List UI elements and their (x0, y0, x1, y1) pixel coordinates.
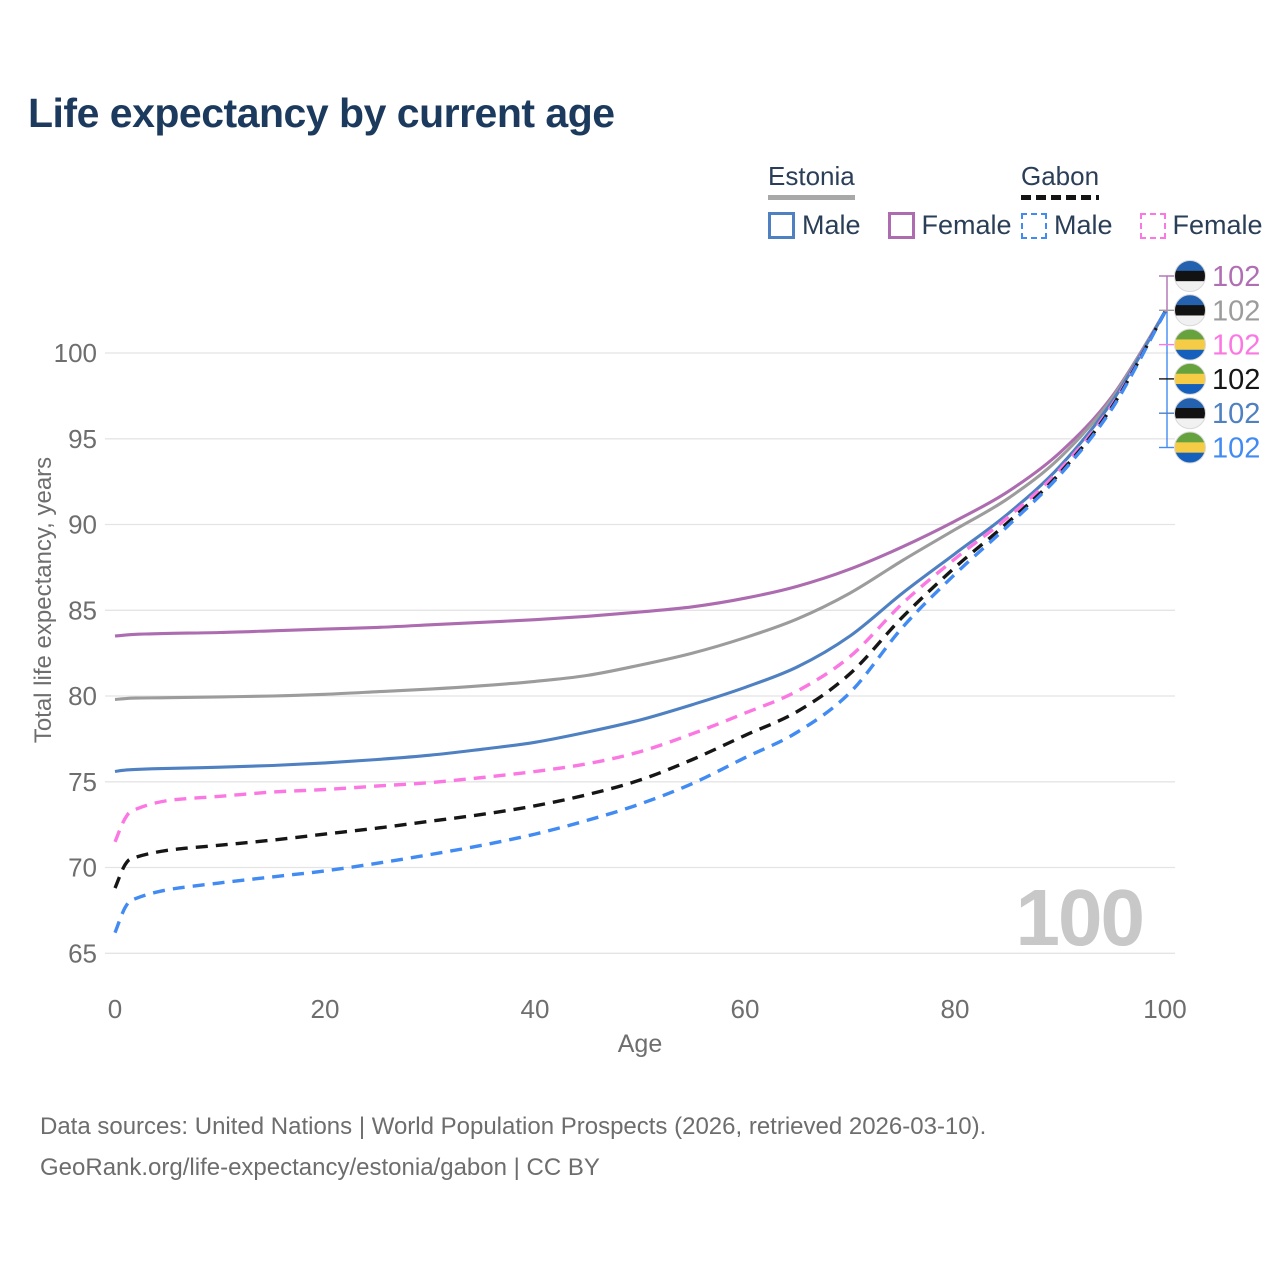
series-line-gabon-both-sexes (113, 310, 1167, 889)
legend-heading-gabon: Gabon (1021, 161, 1100, 200)
series-line-estonia-both-sexes (114, 310, 1167, 701)
y-axis-title: Total life expectancy, years (30, 456, 57, 744)
end-label-leaders (1159, 275, 1174, 449)
x-tick-label: 60 (731, 994, 760, 1024)
series-lines (113, 310, 1167, 934)
axis-tick-labels: 65 70 75 80 85 90 95 100 0 20 40 60 80 100 (54, 338, 1187, 1024)
y-tick-label: 95 (68, 424, 97, 454)
legend-item-estonia-female[interactable]: Female (887, 210, 1012, 241)
end-value-label: 102 (1212, 398, 1260, 430)
y-tick-label: 75 (68, 767, 97, 797)
legend-heading-estonia: Estonia (768, 161, 855, 200)
gabon-flag-icon (1174, 329, 1206, 361)
series-line-gabon-female (113, 310, 1167, 843)
leader-line-top (1165, 276, 1168, 313)
legend-underline-gabon-dashed (1021, 195, 1100, 200)
gridlines (105, 352, 1175, 954)
series-line-gabon-male (113, 310, 1167, 934)
y-tick-label: 70 (68, 853, 97, 883)
estonia-flag-icon (1174, 294, 1206, 326)
footer-attribution: GeoRank.org/life-expectancy/estonia/gabo… (40, 1154, 600, 1181)
legend-item-gabon-male[interactable]: Male (1021, 210, 1113, 241)
end-value-label: 102 (1212, 433, 1260, 465)
x-axis-title: Age (617, 1030, 663, 1058)
footer: Data sources: United Nations | World Pop… (40, 1106, 986, 1188)
estonia-flag-icon (1174, 260, 1206, 292)
x-tick-label: 100 (1143, 994, 1186, 1024)
series-line-estonia-female (114, 310, 1167, 638)
legend-label-gabon-male: Male (1054, 210, 1113, 240)
series-line-estonia-male (114, 311, 1167, 774)
age-counter-watermark: 100 (1015, 873, 1145, 962)
gabon-male-swatch-icon (1021, 212, 1047, 239)
x-tick-label: 0 (108, 994, 122, 1024)
y-tick-label: 65 (68, 938, 97, 968)
legend-title-estonia: Estonia (768, 161, 855, 191)
legend-label-estonia-female: Female (921, 210, 1012, 240)
x-tick-label: 40 (521, 994, 550, 1024)
gabon-flag-icon (1174, 363, 1206, 395)
gabon-female-swatch-icon (1139, 212, 1166, 239)
legend-label-gabon-female: Female (1172, 210, 1263, 240)
y-tick-label: 100 (54, 338, 97, 368)
estonia-female-swatch-icon (887, 212, 915, 239)
estonia-male-swatch-icon (768, 212, 795, 239)
x-tick-label: 80 (941, 994, 970, 1024)
legend-underline-estonia-solid (768, 195, 855, 200)
end-value-label: 102 (1212, 364, 1260, 396)
legend-title-gabon: Gabon (1021, 161, 1100, 191)
estonia-flag-icon (1174, 397, 1206, 429)
x-tick-label: 20 (311, 994, 340, 1024)
legend-item-estonia-male[interactable]: Male (768, 210, 861, 241)
page-title: Life expectancy by current age (28, 90, 615, 136)
footer-data-sources: Data sources: United Nations | World Pop… (40, 1113, 987, 1140)
legend-group-estonia: Estonia Male Female (768, 161, 1012, 241)
end-value-label: 102 (1212, 295, 1260, 327)
y-tick-label: 80 (68, 681, 97, 711)
end-value-label: 102 (1212, 330, 1260, 362)
legend-group-gabon: Gabon Male Female (1021, 161, 1263, 241)
legend-item-gabon-female[interactable]: Female (1139, 210, 1263, 241)
legend-label-estonia-male: Male (802, 210, 861, 240)
end-value-label: 102 (1212, 261, 1260, 293)
y-tick-label: 85 (68, 595, 97, 625)
y-tick-label: 90 (68, 510, 97, 540)
gabon-flag-icon (1174, 432, 1206, 463)
